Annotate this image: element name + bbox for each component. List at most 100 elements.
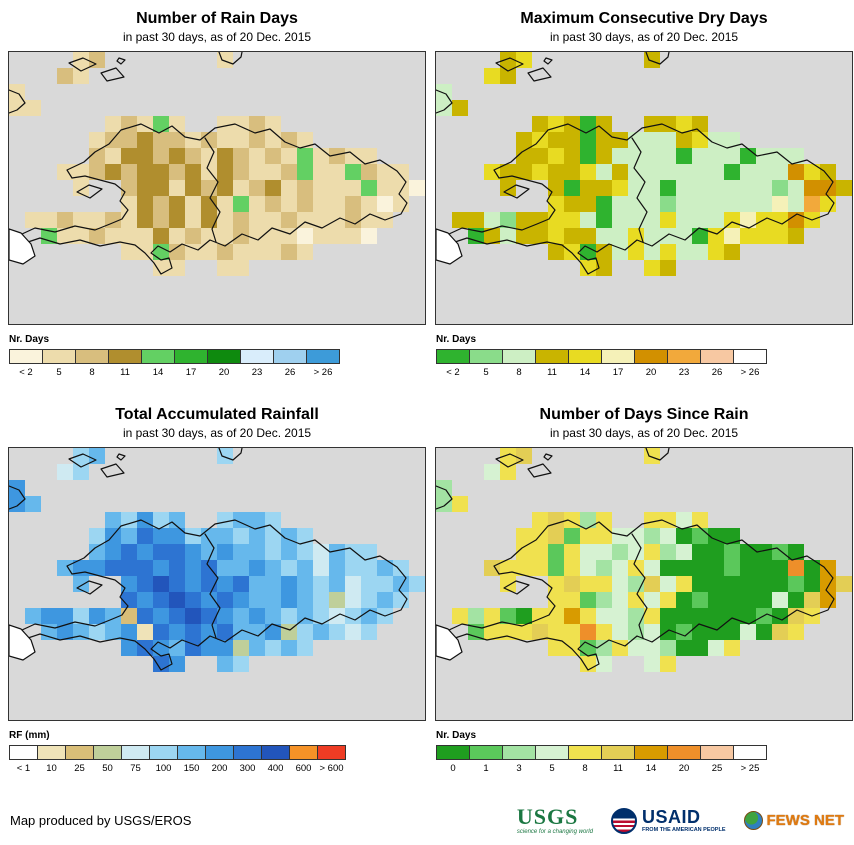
map-cell xyxy=(756,148,772,164)
map-cell xyxy=(532,608,548,624)
legend-swatch xyxy=(634,745,668,760)
map-cell xyxy=(153,560,169,576)
map-cell xyxy=(612,180,628,196)
map-cell xyxy=(153,260,169,276)
map-cell xyxy=(201,544,217,560)
legend-label: 400 xyxy=(267,763,284,774)
map-cell xyxy=(804,576,820,592)
map-cell xyxy=(57,560,73,576)
map-cell xyxy=(676,228,692,244)
map-cell xyxy=(105,164,121,180)
map-cell xyxy=(281,544,297,560)
map-cell xyxy=(628,624,644,640)
map-cell xyxy=(756,560,772,576)
legend-label: 14 xyxy=(645,763,657,774)
map-cell xyxy=(772,544,788,560)
map-cell xyxy=(500,560,516,576)
map-cell xyxy=(612,212,628,228)
map-cell xyxy=(121,116,137,132)
legend-label: 300 xyxy=(239,763,256,774)
map-cell xyxy=(708,132,724,148)
map-cell xyxy=(233,512,249,528)
map-cell xyxy=(281,244,297,260)
map-cell xyxy=(804,212,820,228)
map-cell xyxy=(233,132,249,148)
legend-swatch-bar xyxy=(436,349,854,364)
map-cell xyxy=(676,132,692,148)
map-cell xyxy=(105,116,121,132)
legend-swatch xyxy=(667,349,701,364)
map-cell xyxy=(580,196,596,212)
map-cell xyxy=(377,196,393,212)
legend-label: 10 xyxy=(46,763,57,774)
legend-swatch xyxy=(601,349,635,364)
map-cell xyxy=(121,560,137,576)
map-cell xyxy=(436,84,452,100)
map-cell xyxy=(580,148,596,164)
map-cell xyxy=(169,260,185,276)
map-cell xyxy=(644,196,660,212)
map-cell xyxy=(612,228,628,244)
map-cell xyxy=(105,624,121,640)
map-cell xyxy=(644,560,660,576)
legend-label: 50 xyxy=(102,763,113,774)
map-cell xyxy=(217,448,233,464)
map-cell xyxy=(121,196,137,212)
map-cell xyxy=(740,560,756,576)
map-cell xyxy=(249,592,265,608)
map-cell xyxy=(580,228,596,244)
map-cell xyxy=(89,448,105,464)
map-cell xyxy=(548,228,564,244)
map-cell xyxy=(692,228,708,244)
map-cell xyxy=(185,132,201,148)
fews-net-logo: FEWS NET xyxy=(743,811,844,830)
map-cell xyxy=(756,624,772,640)
map-cell xyxy=(297,576,313,592)
map-cell xyxy=(201,148,217,164)
map-cell xyxy=(153,180,169,196)
map-cell xyxy=(740,624,756,640)
map-cell xyxy=(788,592,804,608)
map-cell xyxy=(564,132,580,148)
map-cell xyxy=(249,196,265,212)
map-cell xyxy=(596,576,612,592)
map-cell xyxy=(57,164,73,180)
map-cell xyxy=(329,148,345,164)
dry-days-map xyxy=(435,51,853,325)
legend-label: > 26 xyxy=(313,367,333,378)
map-cell xyxy=(105,228,121,244)
map-cell xyxy=(580,180,596,196)
legend-swatch xyxy=(667,745,701,760)
legend-swatch xyxy=(273,349,307,364)
legend-label: 20 xyxy=(645,367,657,378)
map-cell xyxy=(804,180,820,196)
map-cell xyxy=(41,212,57,228)
map-cell xyxy=(548,560,564,576)
map-cell xyxy=(329,228,345,244)
legend-swatch xyxy=(93,745,122,760)
panel-title: Number of Rain Days xyxy=(136,10,298,27)
map-cell xyxy=(628,560,644,576)
map-cell xyxy=(73,228,89,244)
map-cell xyxy=(153,640,169,656)
map-cell xyxy=(169,196,185,212)
map-cell xyxy=(548,244,564,260)
map-cell xyxy=(169,544,185,560)
map-cell xyxy=(201,196,217,212)
legend-label: 23 xyxy=(678,367,690,378)
map-cell xyxy=(628,148,644,164)
legend-swatch xyxy=(634,349,668,364)
legend-swatch xyxy=(700,745,734,760)
rain-days-map xyxy=(8,51,426,325)
map-cell xyxy=(201,592,217,608)
map-cell xyxy=(708,244,724,260)
map-cell xyxy=(532,148,548,164)
map-cell xyxy=(265,640,281,656)
map-cell xyxy=(105,512,121,528)
map-cell xyxy=(201,624,217,640)
map-cell xyxy=(532,512,548,528)
legend-swatch xyxy=(75,349,109,364)
map-cell xyxy=(660,260,676,276)
map-cell xyxy=(249,212,265,228)
map-cell xyxy=(121,544,137,560)
